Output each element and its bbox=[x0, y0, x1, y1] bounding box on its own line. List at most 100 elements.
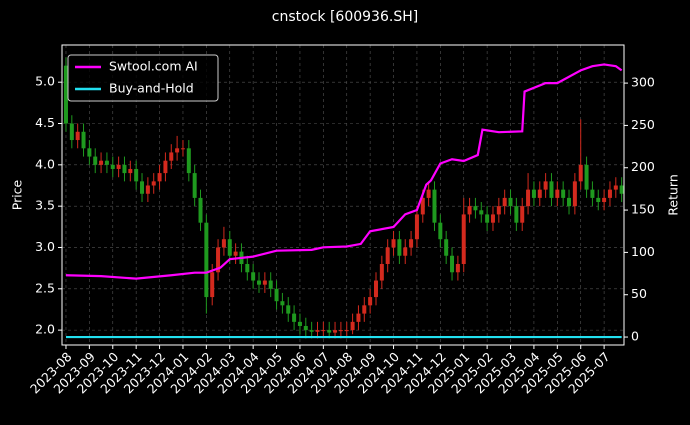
candle-body bbox=[590, 189, 595, 198]
candle-body bbox=[104, 160, 109, 165]
y-axis-label: Price bbox=[10, 179, 25, 210]
candle-body bbox=[116, 164, 121, 169]
candle-body bbox=[426, 189, 431, 198]
candle-body bbox=[245, 264, 250, 273]
candle-body bbox=[496, 206, 501, 215]
candle-body bbox=[438, 222, 443, 240]
candle-body bbox=[414, 214, 419, 240]
y2-axis-label: Return bbox=[666, 174, 681, 215]
candle-body bbox=[157, 173, 162, 182]
candle-body bbox=[368, 297, 373, 306]
candle-body bbox=[391, 239, 396, 248]
candle-body bbox=[163, 160, 168, 174]
y2-tick-label: 250 bbox=[631, 117, 655, 132]
candle-body bbox=[210, 272, 215, 298]
candle-body bbox=[596, 197, 601, 203]
legend-label: Swtool.com AI bbox=[109, 59, 198, 74]
y-tick-label: 2.0 bbox=[35, 322, 55, 337]
candle-body bbox=[268, 280, 273, 289]
candle-body bbox=[567, 197, 572, 207]
candle-body bbox=[303, 325, 308, 331]
candle-body bbox=[151, 181, 156, 186]
candle-body bbox=[350, 321, 355, 331]
candle-body bbox=[286, 305, 291, 314]
y-tick-label: 4.0 bbox=[35, 156, 55, 171]
candle-body bbox=[555, 189, 560, 198]
candle-body bbox=[572, 181, 577, 207]
candle-body bbox=[373, 280, 378, 298]
candle-body bbox=[257, 280, 262, 285]
y-tick-label: 2.5 bbox=[35, 280, 55, 295]
candle-body bbox=[110, 164, 115, 169]
candle-body bbox=[584, 164, 589, 190]
candle-body bbox=[93, 156, 98, 165]
candle-body bbox=[344, 330, 349, 332]
candle-body bbox=[479, 210, 484, 215]
candle-body bbox=[63, 65, 68, 124]
candle-body bbox=[145, 185, 150, 194]
candle-body bbox=[128, 168, 133, 174]
candle-body bbox=[485, 214, 490, 223]
candle-body bbox=[262, 280, 267, 285]
candle-body bbox=[432, 189, 437, 223]
candle-body bbox=[526, 189, 531, 207]
y2-tick-label: 150 bbox=[631, 202, 655, 217]
candle-body bbox=[140, 181, 145, 194]
candle-body bbox=[455, 264, 460, 273]
candle-body bbox=[520, 206, 525, 223]
y-tick-label: 5.0 bbox=[35, 74, 55, 89]
candle-body bbox=[175, 148, 180, 153]
candle-body bbox=[514, 206, 519, 223]
chart-title: cnstock [600936.SH] bbox=[272, 9, 418, 25]
candle-body bbox=[450, 255, 455, 273]
candle-body bbox=[461, 214, 466, 265]
candle-body bbox=[297, 321, 302, 326]
candle-body bbox=[508, 197, 513, 207]
y2-tick-label: 50 bbox=[631, 286, 647, 301]
candle-body bbox=[333, 330, 338, 333]
plot-frame bbox=[61, 44, 625, 346]
candle-body bbox=[227, 239, 232, 256]
legend: Swtool.com AI Buy-and-Hold bbox=[67, 54, 219, 102]
candle-body bbox=[607, 189, 612, 198]
candle-body bbox=[327, 330, 332, 333]
candle-body bbox=[444, 239, 449, 256]
candle-body bbox=[169, 152, 174, 161]
candle-body bbox=[81, 131, 86, 149]
candle-body bbox=[134, 168, 139, 182]
y-tick-label: 3.5 bbox=[35, 198, 55, 213]
candle-body bbox=[198, 197, 203, 223]
candle-body bbox=[409, 239, 414, 248]
candle-body bbox=[251, 272, 256, 281]
candle-body bbox=[490, 214, 495, 223]
candle-body bbox=[578, 164, 583, 182]
legend-box bbox=[67, 54, 219, 102]
candle-body bbox=[613, 185, 618, 190]
line-series bbox=[65, 63, 623, 280]
candle-body bbox=[543, 181, 548, 190]
candle-body bbox=[87, 148, 92, 157]
candle-body bbox=[192, 173, 197, 198]
candle-body bbox=[233, 251, 238, 256]
y2-tick-label: 300 bbox=[631, 75, 655, 90]
candle-body bbox=[180, 148, 185, 150]
candle-body bbox=[356, 313, 361, 322]
candle-body bbox=[385, 247, 390, 265]
candle-body bbox=[69, 123, 74, 141]
candle-body bbox=[338, 330, 343, 332]
candle-body bbox=[362, 305, 367, 314]
candle-body bbox=[280, 301, 285, 306]
candle-body bbox=[99, 160, 104, 165]
y2-tick-label: 0 bbox=[631, 329, 639, 344]
candle-body bbox=[321, 330, 326, 332]
candle-body bbox=[221, 239, 226, 248]
candle-body bbox=[397, 239, 402, 256]
candle-body bbox=[473, 206, 478, 211]
candle-body bbox=[292, 313, 297, 322]
candle-body bbox=[502, 197, 507, 207]
y-tick-label: 4.5 bbox=[35, 115, 55, 130]
candle-body bbox=[549, 181, 554, 198]
candle-body bbox=[379, 264, 384, 281]
candle-body bbox=[216, 247, 221, 273]
